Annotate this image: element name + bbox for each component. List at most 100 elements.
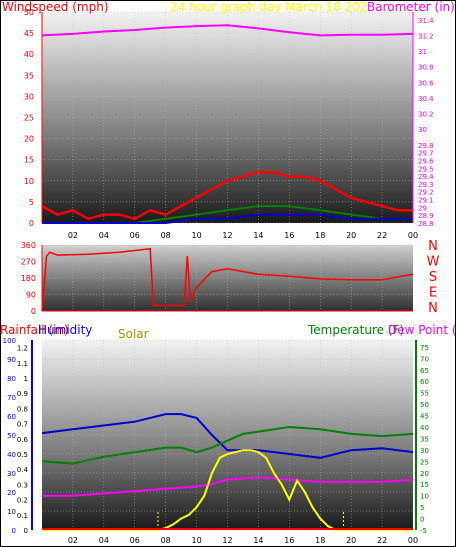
rain-tick-label: 0.6 — [17, 436, 29, 444]
wind-x-tick-label: 16 — [284, 231, 294, 240]
direction-series-group — [41, 247, 414, 312]
baro-tick-label: 30.4 — [418, 95, 434, 103]
baro-tick-label: 29.4 — [418, 173, 434, 181]
wind-x-tick-label: 08 — [161, 231, 171, 240]
direction-tick-label: 360 — [21, 241, 36, 250]
temperature-tick-label: 30 — [420, 447, 429, 455]
humidity-tick-label: 100 — [3, 337, 16, 345]
humidity-tick-label: 50 — [7, 432, 16, 440]
wind-left-tick-labels: 0 5 10 15 20 25 30 35 40 45 50 — [24, 8, 34, 228]
humidity-tick-label: 80 — [7, 375, 16, 383]
humidity-tick-label: 30 — [7, 470, 16, 478]
temperature-label: Temperature (F) — [307, 323, 404, 337]
climate-x-tick-label: 18 — [315, 536, 325, 545]
humidity-label: Humidity — [38, 323, 92, 337]
wind-left-tick-label: 10 — [24, 177, 34, 186]
baro-tick-label: 28.8 — [418, 220, 434, 228]
temperature-tick-label: 60 — [420, 378, 429, 386]
humidity-tick-label: 70 — [7, 394, 16, 402]
humidity-tick-label: 20 — [7, 489, 16, 497]
wind-left-tick-label: 15 — [24, 156, 34, 165]
chart-title: 24 hour graph day March 18 202 — [170, 0, 368, 14]
temperature-tick-label: 40 — [420, 424, 429, 432]
temperature-tick-label: 50 — [420, 401, 429, 409]
climate-x-tick-label: 14 — [253, 536, 263, 545]
wind-left-tick-label: 50 — [24, 8, 34, 17]
climate-x-tick-label: 06 — [130, 536, 140, 545]
temperature-tick-label: 25 — [420, 458, 429, 466]
compass-label: W — [427, 255, 440, 270]
temperature-tick-label: -5 — [420, 527, 427, 535]
wind-x-tick-label: 14 — [253, 231, 263, 240]
direction-line — [41, 247, 414, 312]
baro-tick-label: 31.2 — [418, 32, 434, 40]
baro-tick-label: 29.7 — [418, 150, 434, 158]
humidity-tick-label: 10 — [7, 508, 16, 516]
temperature-tick-label: 10 — [420, 493, 429, 501]
wind-left-tick-label: 20 — [24, 135, 34, 144]
rain-tick-label: 0.8 — [17, 405, 28, 413]
climate-x-tick-label: 10 — [191, 536, 201, 545]
climate-series-group — [41, 413, 414, 531]
wind-x-tick-label: 18 — [315, 231, 325, 240]
temperature-tick-label: 0 — [420, 516, 424, 524]
wind-x-tick-label: 12 — [222, 231, 232, 240]
wind-x-tick-label: 06 — [130, 231, 140, 240]
solar-label: Solar — [118, 327, 149, 341]
rain-tick-label: 0.3 — [17, 481, 28, 489]
baro-tick-label: 29.2 — [418, 189, 434, 197]
rain-tick-labels: 0 0.1 0.2 0.3 0.4 0.5 0.6 0.7 0.8 0.9 1 1.1 1.2 — [17, 345, 29, 535]
dewpoint-line — [42, 476, 414, 497]
temperature-tick-label: 75 — [420, 344, 429, 352]
rain-tick-label: 1.1 — [17, 360, 28, 368]
rain-tick-label: 0.2 — [17, 497, 28, 505]
humidity-tick-label: 90 — [7, 356, 16, 364]
baro-tick-label: 29.6 — [418, 157, 434, 165]
baro-tick-label: 30.6 — [418, 79, 434, 87]
climate-x-tick-label: 02 — [68, 536, 78, 545]
direction-tick-labels: 0 90 180 270 360 — [21, 241, 36, 316]
temperature-tick-label: 55 — [420, 390, 429, 398]
humidity-tick-label: 60 — [7, 413, 16, 421]
dewpoint-label: Dew Point ( — [388, 323, 456, 337]
climate-x-tick-label: 12 — [222, 536, 232, 545]
baro-tick-label: 31.4 — [418, 17, 434, 25]
wind-x-tick-label: 10 — [191, 231, 201, 240]
baro-tick-label: 30 — [418, 126, 427, 134]
compass-label: N — [428, 239, 438, 254]
rain-tick-label: 0.1 — [17, 512, 28, 520]
climate-x-tick-label: 16 — [284, 536, 294, 545]
gust-line — [41, 171, 413, 221]
temperature-tick-label: 70 — [420, 355, 429, 363]
baro-tick-label: 28.9 — [418, 212, 434, 220]
climate-x-tick-label: 04 — [99, 536, 109, 545]
solar-line — [42, 449, 413, 531]
wind-gridlines — [42, 11, 413, 224]
baro-tick-labels: 28.828.92929.129.229.329.429.529.629.729… — [418, 17, 434, 228]
climate-x-tick-label: 20 — [346, 536, 356, 545]
wind-x-tick-label: 00 — [408, 231, 418, 240]
wind-x-tick-label: 22 — [377, 231, 387, 240]
rain-tick-label: 0.9 — [17, 390, 28, 398]
rainfall-label: Rainfall (in) — [0, 323, 69, 337]
wind-x-tick-labels: 02 04 06 08 10 12 14 16 18 20 22 00 — [68, 231, 418, 240]
rain-tick-label: 0.4 — [17, 466, 29, 474]
climate-x-tick-label: 08 — [161, 536, 171, 545]
direction-tick-label: 90 — [26, 291, 36, 300]
rain-tick-label: 0.7 — [17, 421, 28, 429]
baro-tick-label: 29.5 — [418, 165, 434, 173]
humidity-tick-labels: 0 10 20 30 40 50 60 70 80 90 100 — [3, 337, 16, 535]
temperature-tick-label: 35 — [420, 435, 429, 443]
direction-tick-label: 0 — [31, 307, 36, 316]
temperature-tick-label: 65 — [420, 367, 429, 375]
direction-tick-label: 180 — [21, 274, 36, 283]
rain-tick-label: 0.5 — [17, 451, 28, 459]
climate-x-tick-label: 22 — [377, 536, 387, 545]
baro-tick-label: 29.1 — [418, 197, 434, 205]
humidity-tick-label: 40 — [7, 451, 16, 459]
direction-tick-label: 270 — [21, 258, 36, 267]
